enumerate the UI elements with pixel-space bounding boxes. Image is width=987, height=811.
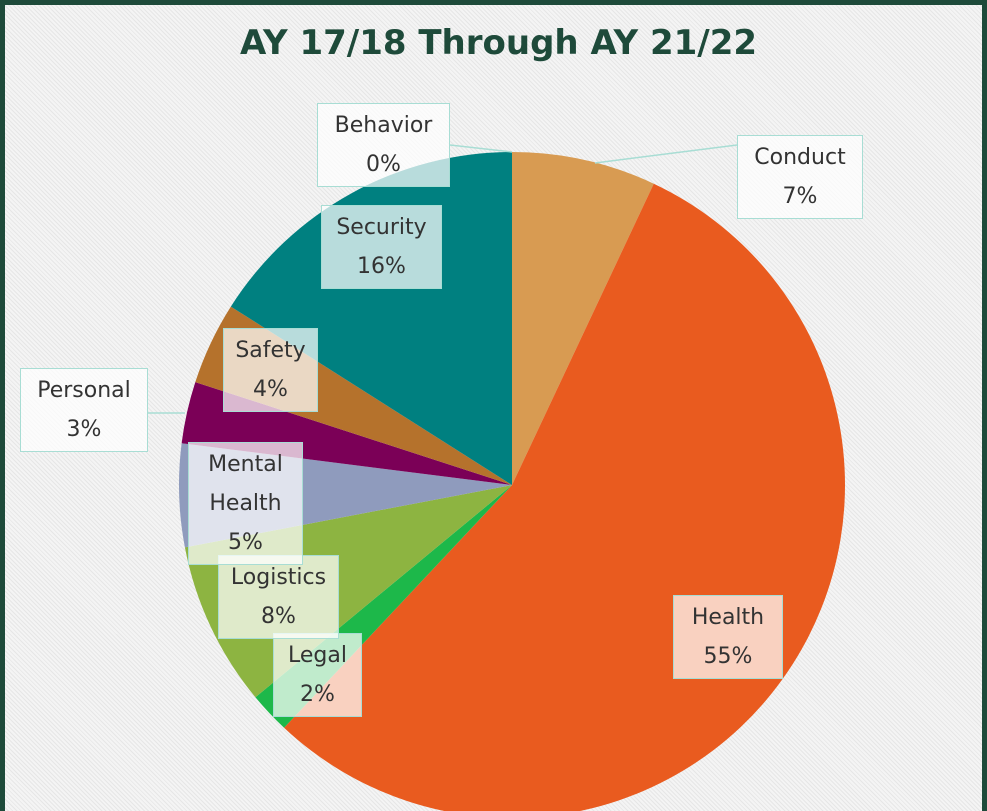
data-label: Logistics 8% — [218, 555, 339, 639]
data-label: Safety 4% — [223, 328, 318, 412]
label-category: Logistics — [230, 565, 327, 590]
data-label: Health 55% — [673, 595, 783, 679]
data-label: Mental Health 5% — [188, 442, 303, 565]
label-category: Behavior — [334, 113, 433, 138]
label-value: 3% — [66, 417, 102, 442]
chart-title: AY 17/18 Through AY 21/22 — [239, 23, 758, 63]
label-category: Health — [691, 605, 765, 630]
label-category: Legal — [288, 643, 347, 668]
data-label: Legal 2% — [273, 633, 362, 717]
leader-line — [449, 144, 513, 153]
data-label: Conduct 7% — [737, 135, 863, 219]
data-label: Personal 3% — [20, 368, 148, 452]
label-category: Mental Health — [208, 452, 283, 516]
label-value: 2% — [300, 682, 335, 707]
data-label: Behavior 0% — [317, 103, 450, 187]
leader-line — [594, 144, 738, 164]
label-value: 16% — [357, 254, 406, 279]
label-value: 7% — [782, 184, 818, 209]
label-category: Safety — [235, 338, 306, 363]
label-value: 8% — [261, 604, 296, 629]
label-category: Personal — [37, 378, 131, 403]
label-value: 4% — [253, 377, 288, 402]
pie-slice — [512, 152, 654, 485]
label-value: 0% — [366, 152, 401, 177]
label-category: Conduct — [754, 145, 846, 170]
data-label: Security 16% — [321, 205, 442, 289]
label-value: 55% — [703, 644, 753, 669]
chart — [148, 144, 845, 811]
label-value: 5% — [228, 530, 263, 555]
label-category: Security — [336, 215, 427, 240]
